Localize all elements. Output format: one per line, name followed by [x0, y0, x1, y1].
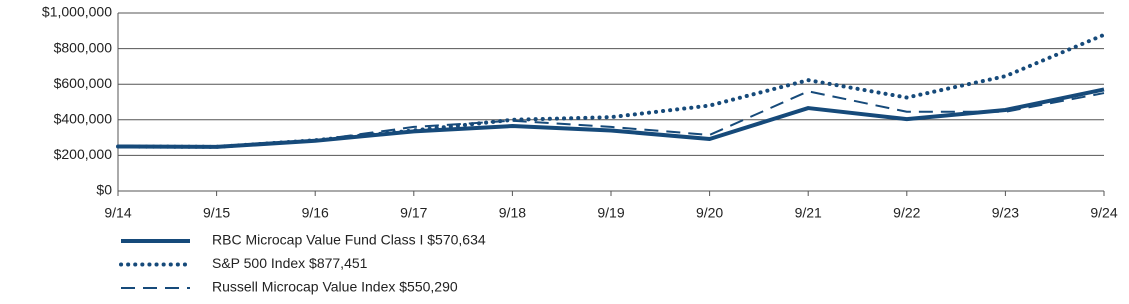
- x-tick-label: 9/21: [795, 205, 822, 221]
- legend-label: RBC Microcap Value Fund Class I $570,634: [212, 232, 486, 248]
- y-tick-label: $0: [96, 182, 112, 198]
- x-tick-label: 9/15: [203, 205, 230, 221]
- x-tick-label: 9/22: [893, 205, 920, 221]
- y-tick-label: $200,000: [54, 146, 113, 162]
- series-line: [117, 87, 1105, 149]
- x-tick-label: 9/20: [696, 205, 723, 221]
- legend-label: S&P 500 Index $877,451: [212, 255, 368, 271]
- x-tick-label: 9/16: [302, 205, 329, 221]
- x-tick-label: 9/19: [597, 205, 624, 221]
- x-tick-label: 9/18: [499, 205, 526, 221]
- y-tick-label: $400,000: [54, 111, 113, 127]
- x-tick-label: 9/23: [992, 205, 1019, 221]
- x-tick-label: 9/24: [1090, 205, 1117, 221]
- x-tick-label: 9/14: [104, 205, 131, 221]
- x-tick-label: 9/17: [400, 205, 427, 221]
- y-tick-label: $1,000,000: [42, 4, 112, 20]
- y-tick-label: $800,000: [54, 39, 113, 55]
- y-tick-label: $600,000: [54, 75, 113, 91]
- legend-label: Russell Microcap Value Index $550,290: [212, 279, 458, 295]
- series-line: [118, 90, 1105, 148]
